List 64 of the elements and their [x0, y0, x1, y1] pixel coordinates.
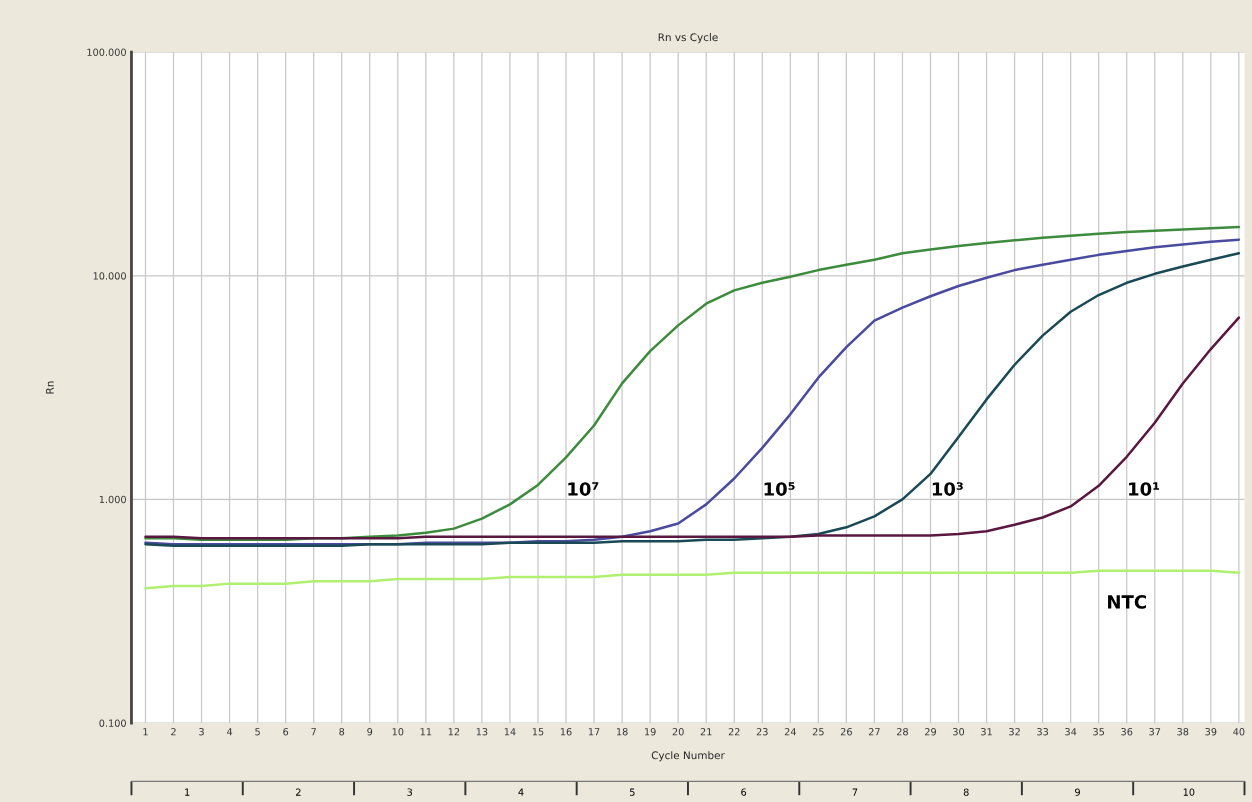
x2-tick-label: 9 [1075, 788, 1080, 796]
x-tick-label: 10 [392, 728, 404, 736]
x-tick-label: 38 [1177, 728, 1189, 736]
x-tick-label: 40 [1233, 728, 1245, 736]
x-tick-label: 7 [311, 728, 316, 736]
line-series [144, 569, 1241, 590]
x2-tick-label: 2 [296, 788, 301, 796]
y-tick-label: 0.100 [99, 719, 126, 727]
x-tick-label: 6 [283, 728, 289, 736]
x-tick-label: 13 [476, 728, 488, 736]
series-label: 10¹ [1129, 482, 1160, 496]
y-tick-label: 100.000 [87, 48, 126, 56]
x-tick-label: 37 [1149, 728, 1161, 736]
x-tick-label: 31 [981, 728, 992, 736]
x-tick-label: 39 [1205, 728, 1217, 736]
x-tick-label: 35 [1093, 728, 1105, 736]
x2-tick-label: 6 [741, 788, 747, 796]
x-tick-label: 16 [560, 728, 572, 736]
series-label: 10⁵ [764, 482, 795, 496]
x-tick-label: 14 [504, 728, 516, 736]
x-tick-label: 29 [925, 728, 936, 736]
x-tick-label: 11 [420, 728, 432, 736]
series-label: 10³ [932, 482, 963, 496]
x-tick-label: 1 [143, 728, 148, 736]
x-tick-label: 2 [171, 728, 176, 736]
x-tick-label: 22 [728, 728, 740, 736]
x2-tick-label: 3 [407, 788, 413, 796]
x-tick-label: 4 [226, 728, 233, 736]
x-tick-label: 24 [784, 728, 796, 736]
x-tick-label: 9 [367, 728, 373, 736]
x-tick-label: 21 [700, 728, 712, 736]
x2-tick-label: 10 [1183, 788, 1195, 796]
x-tick-label: 28 [896, 728, 908, 736]
y-tick-label: 1.000 [99, 495, 126, 504]
y-tick-label: 10.000 [93, 272, 126, 280]
x-tick-label: 17 [588, 728, 600, 736]
x-axis-title: Cycle Number [651, 751, 725, 762]
x-tick-label: 26 [840, 728, 852, 736]
x-tick-label: 5 [255, 728, 260, 736]
x2-tick-label: 8 [963, 788, 969, 796]
x2-tick-label: 1 [185, 788, 190, 796]
x-tick-label: 34 [1065, 728, 1077, 736]
x-tick-label: 8 [339, 728, 345, 736]
series-label: NTC [1108, 595, 1146, 609]
series-label: 10⁷ [568, 482, 599, 496]
y-axis-title: Rn [46, 381, 54, 394]
x-tick-label: 15 [532, 728, 544, 736]
x-tick-label: 25 [812, 728, 824, 736]
line-series [144, 316, 1241, 540]
x-tick-label: 3 [199, 728, 204, 736]
x-tick-label: 30 [953, 728, 965, 736]
x2-tick-label: 7 [852, 788, 858, 796]
x-tick-label: 19 [645, 728, 656, 736]
x-tick-label: 23 [756, 728, 768, 736]
x-tick-label: 36 [1121, 728, 1133, 736]
x-tick-label: 32 [1009, 728, 1020, 736]
x2-tick-label: 5 [629, 788, 635, 796]
x-tick-label: 18 [616, 728, 628, 736]
chart-title: Rn vs Cycle [658, 33, 718, 44]
x2-tick-label: 4 [518, 788, 524, 796]
x-tick-label: 33 [1037, 728, 1049, 736]
x-tick-label: 27 [868, 728, 880, 736]
x-tick-label: 12 [448, 728, 460, 736]
x-tick-label: 20 [672, 728, 684, 736]
